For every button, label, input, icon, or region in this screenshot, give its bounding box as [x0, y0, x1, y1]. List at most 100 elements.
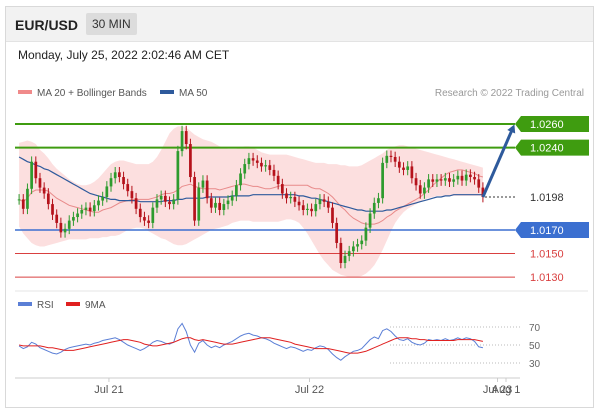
candle-body	[101, 197, 105, 201]
candle-body	[318, 199, 322, 205]
candle-body	[147, 220, 150, 223]
candle-body	[460, 175, 464, 181]
candle-body	[368, 213, 372, 228]
pivot-level-tag	[515, 222, 589, 239]
candle-body	[67, 220, 71, 229]
candle-body	[46, 193, 50, 205]
candle-body	[280, 184, 284, 194]
candle-body	[314, 204, 318, 212]
timeframe-badge[interactable]: 30 MIN	[86, 13, 137, 35]
candle-body	[260, 162, 263, 167]
candle-body	[289, 197, 293, 199]
candle-body	[122, 177, 125, 185]
ma20-legend-label: MA 20 + Bollinger Bands	[37, 88, 147, 99]
candle-body	[381, 162, 384, 199]
chart-header: EUR/USD 30 MIN	[6, 7, 593, 42]
candle-body	[205, 180, 209, 199]
candle-body	[431, 179, 435, 182]
candle-body	[63, 228, 67, 233]
rsi-line	[18, 322, 484, 361]
candle-body	[326, 201, 330, 208]
candle-body	[456, 175, 460, 180]
candle-body	[264, 165, 267, 167]
price-plot-area: 1.0260 1.0240 1.0198 1.0170 1.0150 1.0130	[15, 116, 589, 284]
rsi-tick-label: 30	[529, 359, 541, 370]
candle-body	[59, 222, 63, 233]
forecast-arrow-shaft	[481, 129, 514, 198]
candle-body	[293, 197, 297, 202]
ma50-line	[18, 156, 483, 212]
candle-body	[297, 201, 301, 206]
candle-body	[243, 164, 247, 174]
candle-body	[193, 177, 196, 221]
candle-body	[126, 184, 130, 192]
candle-body	[427, 179, 430, 188]
candle-body	[276, 175, 280, 185]
candle-body	[26, 188, 29, 209]
chart-datetime: Monday, July 25, 2022 2:02:46 AM CET	[18, 48, 230, 62]
rsi-legend-swatch	[18, 302, 32, 306]
candle-body	[230, 195, 234, 201]
candle-body	[226, 200, 230, 205]
candle-body	[306, 208, 309, 210]
resistance-level-label: 1.0240	[530, 143, 564, 155]
rsi-ma-line	[18, 337, 484, 354]
candle-body	[255, 160, 259, 163]
candle-body	[235, 185, 238, 196]
rsi-ma-legend-swatch	[66, 302, 80, 306]
candle-body	[176, 151, 180, 200]
candle-body	[189, 144, 192, 178]
candle-body	[435, 179, 439, 182]
candle-body	[184, 131, 188, 145]
resistance-level-label: 1.0260	[530, 119, 564, 131]
support-level-label: 1.0130	[530, 272, 564, 284]
candle-body	[385, 155, 389, 163]
candle-body	[339, 242, 343, 263]
candle-body	[130, 191, 134, 199]
candle-body	[155, 199, 159, 208]
candle-body	[113, 172, 117, 179]
candle-body	[397, 161, 401, 168]
candle-body	[473, 177, 476, 180]
candle-body	[268, 165, 272, 170]
candle-body	[222, 204, 226, 210]
candle-body	[38, 178, 42, 188]
candle-body	[118, 172, 121, 178]
candle-body	[481, 187, 485, 198]
candle-body	[477, 179, 481, 188]
time-axis-label: Jul 21	[94, 384, 123, 396]
candle-body	[331, 207, 334, 223]
candle-body	[84, 207, 88, 210]
candle-body	[209, 198, 213, 208]
candle-body	[418, 185, 422, 194]
candle-body	[109, 178, 113, 187]
candle-body	[247, 158, 251, 165]
candle-body	[423, 187, 426, 194]
chart-legend: MA 20 + Bollinger Bands MA 50 Research ©…	[18, 88, 584, 311]
candle-body	[197, 187, 201, 221]
candle-body	[347, 251, 351, 256]
candle-body	[393, 156, 397, 162]
candle-body	[439, 179, 443, 181]
candle-body	[414, 178, 418, 186]
candle-body	[21, 199, 25, 209]
candle-body	[356, 244, 359, 247]
candle-body	[92, 205, 96, 212]
candle-body	[72, 217, 75, 221]
time-axis-label: Jul 22	[295, 384, 324, 396]
candle-body	[360, 240, 364, 245]
candle-body	[402, 167, 405, 170]
candle-body	[410, 166, 414, 179]
candle-body	[469, 174, 472, 178]
candle-body	[364, 227, 368, 241]
candle-body	[143, 217, 146, 221]
candle-body	[159, 195, 163, 200]
candle-body	[310, 208, 313, 212]
candle-body	[272, 169, 276, 176]
bollinger-band	[19, 126, 483, 278]
candle-body	[352, 246, 355, 252]
rsi-ma-legend-label: 9MA	[85, 300, 106, 311]
candle-body	[301, 205, 305, 210]
